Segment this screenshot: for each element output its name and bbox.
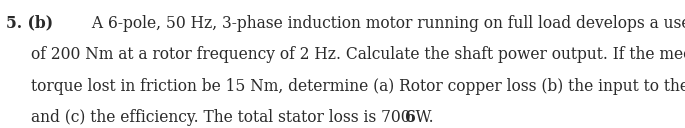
Text: and (c) the efficiency. The total stator loss is 700 W.: and (c) the efficiency. The total stator… [32,109,434,126]
Text: A 6-pole, 50 Hz, 3-phase induction motor running on full load develops a useful : A 6-pole, 50 Hz, 3-phase induction motor… [88,15,685,32]
Text: of 200 Nm at a rotor frequency of 2 Hz. Calculate the shaft power output. If the: of 200 Nm at a rotor frequency of 2 Hz. … [32,46,685,63]
Text: torque lost in friction be 15 Nm, determine (a) Rotor copper loss (b) the input : torque lost in friction be 15 Nm, determ… [32,78,685,95]
Text: 6: 6 [405,109,416,126]
Text: 5. (b): 5. (b) [6,15,53,32]
